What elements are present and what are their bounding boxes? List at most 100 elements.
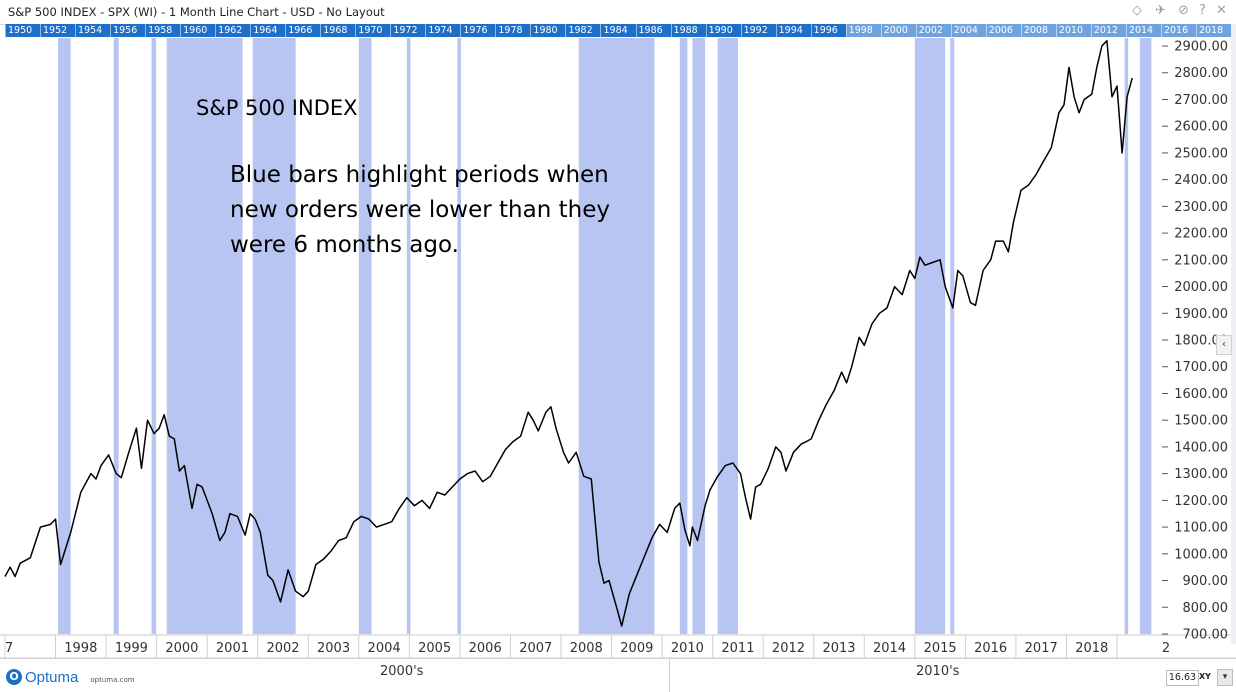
year-strip-label[interactable]: 1966 [285,24,320,37]
shaded-period [166,38,243,634]
year-strip-label[interactable]: 1954 [75,24,110,37]
y-tick-label: 1700.00 [1174,360,1228,375]
y-tick-label: 2100.00 [1174,253,1228,268]
x-tick-label: 2001 [216,641,249,656]
year-strip-label[interactable]: 1970 [355,24,390,37]
optuma-logo-text: Optuma [25,668,79,686]
year-strip-label[interactable]: 1972 [390,24,425,37]
x-tick-label: 2012 [772,641,805,656]
xy-dropdown-button[interactable]: ▾ [1217,669,1233,686]
xy-label: XY [1199,672,1211,681]
x-tick-label: 2 [1162,641,1170,656]
year-navigator-strip[interactable]: 1950 1952 1954 1956 1958 1960 1962 1964 1966 1968… [5,24,1231,37]
year-strip-label[interactable]: 2008 [1020,24,1056,37]
help-icon[interactable]: ? [1199,3,1206,18]
zoom-level[interactable]: 16.63 [1166,670,1199,686]
optuma-logo[interactable]: O Optuma optuma.com [6,667,135,687]
y-tick-label: 1000.00 [1174,547,1228,562]
window-title: S&P 500 INDEX - SPX (WI) - 1 Month Line … [8,5,385,19]
year-strip-label[interactable]: 1996 [810,24,846,37]
annotation-title: S&P 500 INDEX [196,96,358,120]
y-tick-label: 700.00 [1183,628,1229,643]
year-strip-label[interactable]: 1956 [110,24,145,37]
year-strip-label[interactable]: 2012 [1090,24,1126,37]
year-strip-label[interactable]: 1978 [495,24,530,37]
x-tick-label: 2005 [418,641,451,656]
x-tick-label: 2011 [721,641,754,656]
y-tick-label: 1900.00 [1174,307,1228,322]
y-tick-label: 1200.00 [1174,494,1228,509]
year-navigator-selection[interactable] [846,24,1231,37]
x-tick-label: 2002 [266,641,299,656]
shaded-period [1124,38,1129,634]
y-tick-label: 1400.00 [1174,440,1228,455]
year-strip-label[interactable]: 2004 [950,24,986,37]
shaded-period [578,38,655,634]
year-strip-label[interactable]: 2010 [1055,24,1091,37]
y-tick-label: 2000.00 [1174,280,1228,295]
bottom-bar: O Optuma optuma.com 2000's 2010's 16.63 … [0,658,1236,692]
year-strip-label[interactable]: 1998 [845,24,881,37]
x-tick-label: 2007 [519,641,552,656]
y-tick-label: 2900.00 [1174,40,1228,55]
year-strip-label[interactable]: 1974 [425,24,460,37]
year-strip-label[interactable]: 1982 [565,24,600,37]
decade-divider [669,659,670,692]
year-strip-label[interactable]: 2002 [915,24,951,37]
y-tick-label: 900.00 [1183,574,1229,589]
x-tick-label: 2000 [165,641,198,656]
shaded-periods [58,38,1152,634]
shaded-period [679,38,688,634]
diamond-icon[interactable]: ◇ [1132,3,1142,18]
decade-label: 2000's [380,664,424,679]
y-tick-label: 2300.00 [1174,200,1228,215]
year-strip-label[interactable]: 2006 [985,24,1021,37]
x-tick-label: 2016 [974,641,1007,656]
year-strip-label[interactable]: 1962 [215,24,250,37]
shaded-period [151,38,157,634]
x-tick-label: 2008 [570,641,603,656]
y-tick-label: 2400.00 [1174,173,1228,188]
x-tick-label: 2017 [1025,641,1058,656]
pin-icon[interactable]: ✈ [1155,3,1166,18]
year-strip-label[interactable]: 1992 [740,24,776,37]
year-strip-label[interactable]: 1980 [530,24,565,37]
year-strip-label[interactable]: 1964 [250,24,285,37]
y-tick-label: 800.00 [1183,601,1229,616]
year-strip-label[interactable]: 2014 [1125,24,1161,37]
y-tick-label: 1300.00 [1174,467,1228,482]
x-tick-label: 2015 [924,641,957,656]
decade-label: 2010's [916,664,960,679]
x-tick-label: 2006 [469,641,502,656]
year-strip-label[interactable]: 1986 [635,24,671,37]
axis-layer: 7 1998 1999 2000 2001 2002 2003 2004 2005 2006 200… [0,40,1236,659]
optuma-url: optuma.com [90,676,135,684]
year-strip-label[interactable]: 2018 [1195,24,1231,37]
year-strip-label[interactable]: 1988 [670,24,706,37]
year-strip-label[interactable]: 1994 [775,24,811,37]
y-tick-label: 1800.00 [1174,334,1228,349]
tag-icon[interactable]: ⊘ [1178,3,1189,18]
shaded-period [692,38,706,634]
shaded-period [113,38,119,634]
year-strip-label[interactable]: 1960 [180,24,215,37]
year-strip-label[interactable]: 1984 [600,24,635,37]
shaded-period [457,38,461,634]
year-strip-label[interactable]: 1952 [40,24,75,37]
year-strip-label[interactable]: 2000 [880,24,916,37]
y-tick-label: 2700.00 [1174,93,1228,108]
optuma-logo-icon: O [6,669,22,685]
year-strip-label[interactable]: 1968 [320,24,355,37]
shaded-period [406,38,411,634]
shaded-period [58,38,71,634]
year-strip-label[interactable]: 2016 [1160,24,1196,37]
year-strip-label[interactable]: 1976 [460,24,495,37]
year-strip-label[interactable]: 1958 [145,24,180,37]
collapse-panel-button[interactable]: ‹ [1216,335,1232,355]
year-strip-label[interactable]: 1950 [5,24,40,37]
close-icon[interactable]: ✕ [1216,3,1227,18]
shaded-period [358,38,372,634]
year-strip-label[interactable]: 1990 [705,24,741,37]
shaded-period [717,38,738,634]
